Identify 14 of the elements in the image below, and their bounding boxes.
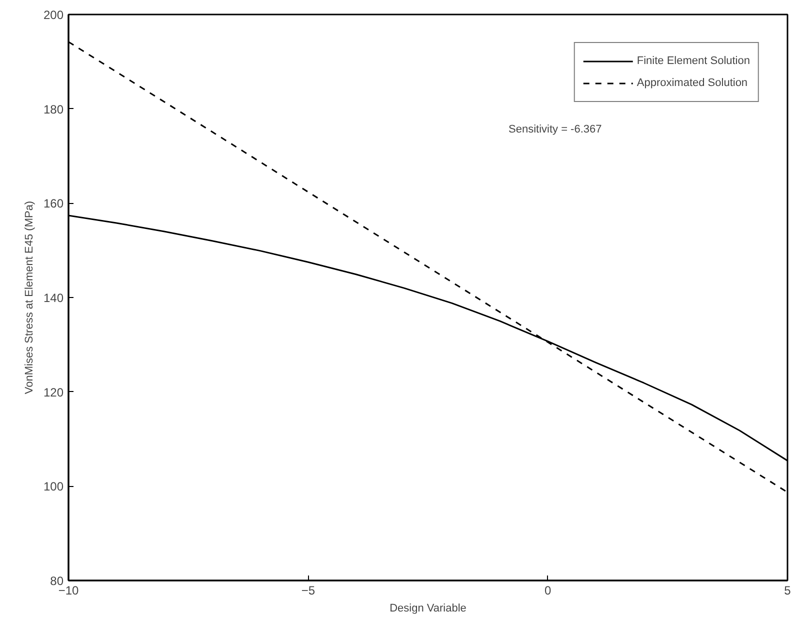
legend-label: Finite Element Solution	[636, 55, 750, 67]
x-tick-label: 0	[544, 584, 552, 598]
y-tick-label: 120	[43, 385, 64, 400]
annotation: Sensitivity = -6.367	[508, 124, 602, 136]
x-tick-label: 5	[784, 584, 792, 598]
x-tick-label: −5	[301, 584, 316, 598]
y-tick-label: 160	[43, 196, 64, 211]
y-tick-label: 100	[43, 480, 64, 494]
x-axis-title: Design Variable	[390, 602, 466, 614]
y-axis-title: VonMises Stress at Element E45 (MPa)	[23, 200, 36, 394]
y-tick-label: 200	[43, 8, 64, 22]
y-tick-label: 180	[43, 102, 64, 116]
legend-label: Approximated Solution	[636, 77, 748, 89]
y-tick-label: 140	[43, 291, 64, 305]
